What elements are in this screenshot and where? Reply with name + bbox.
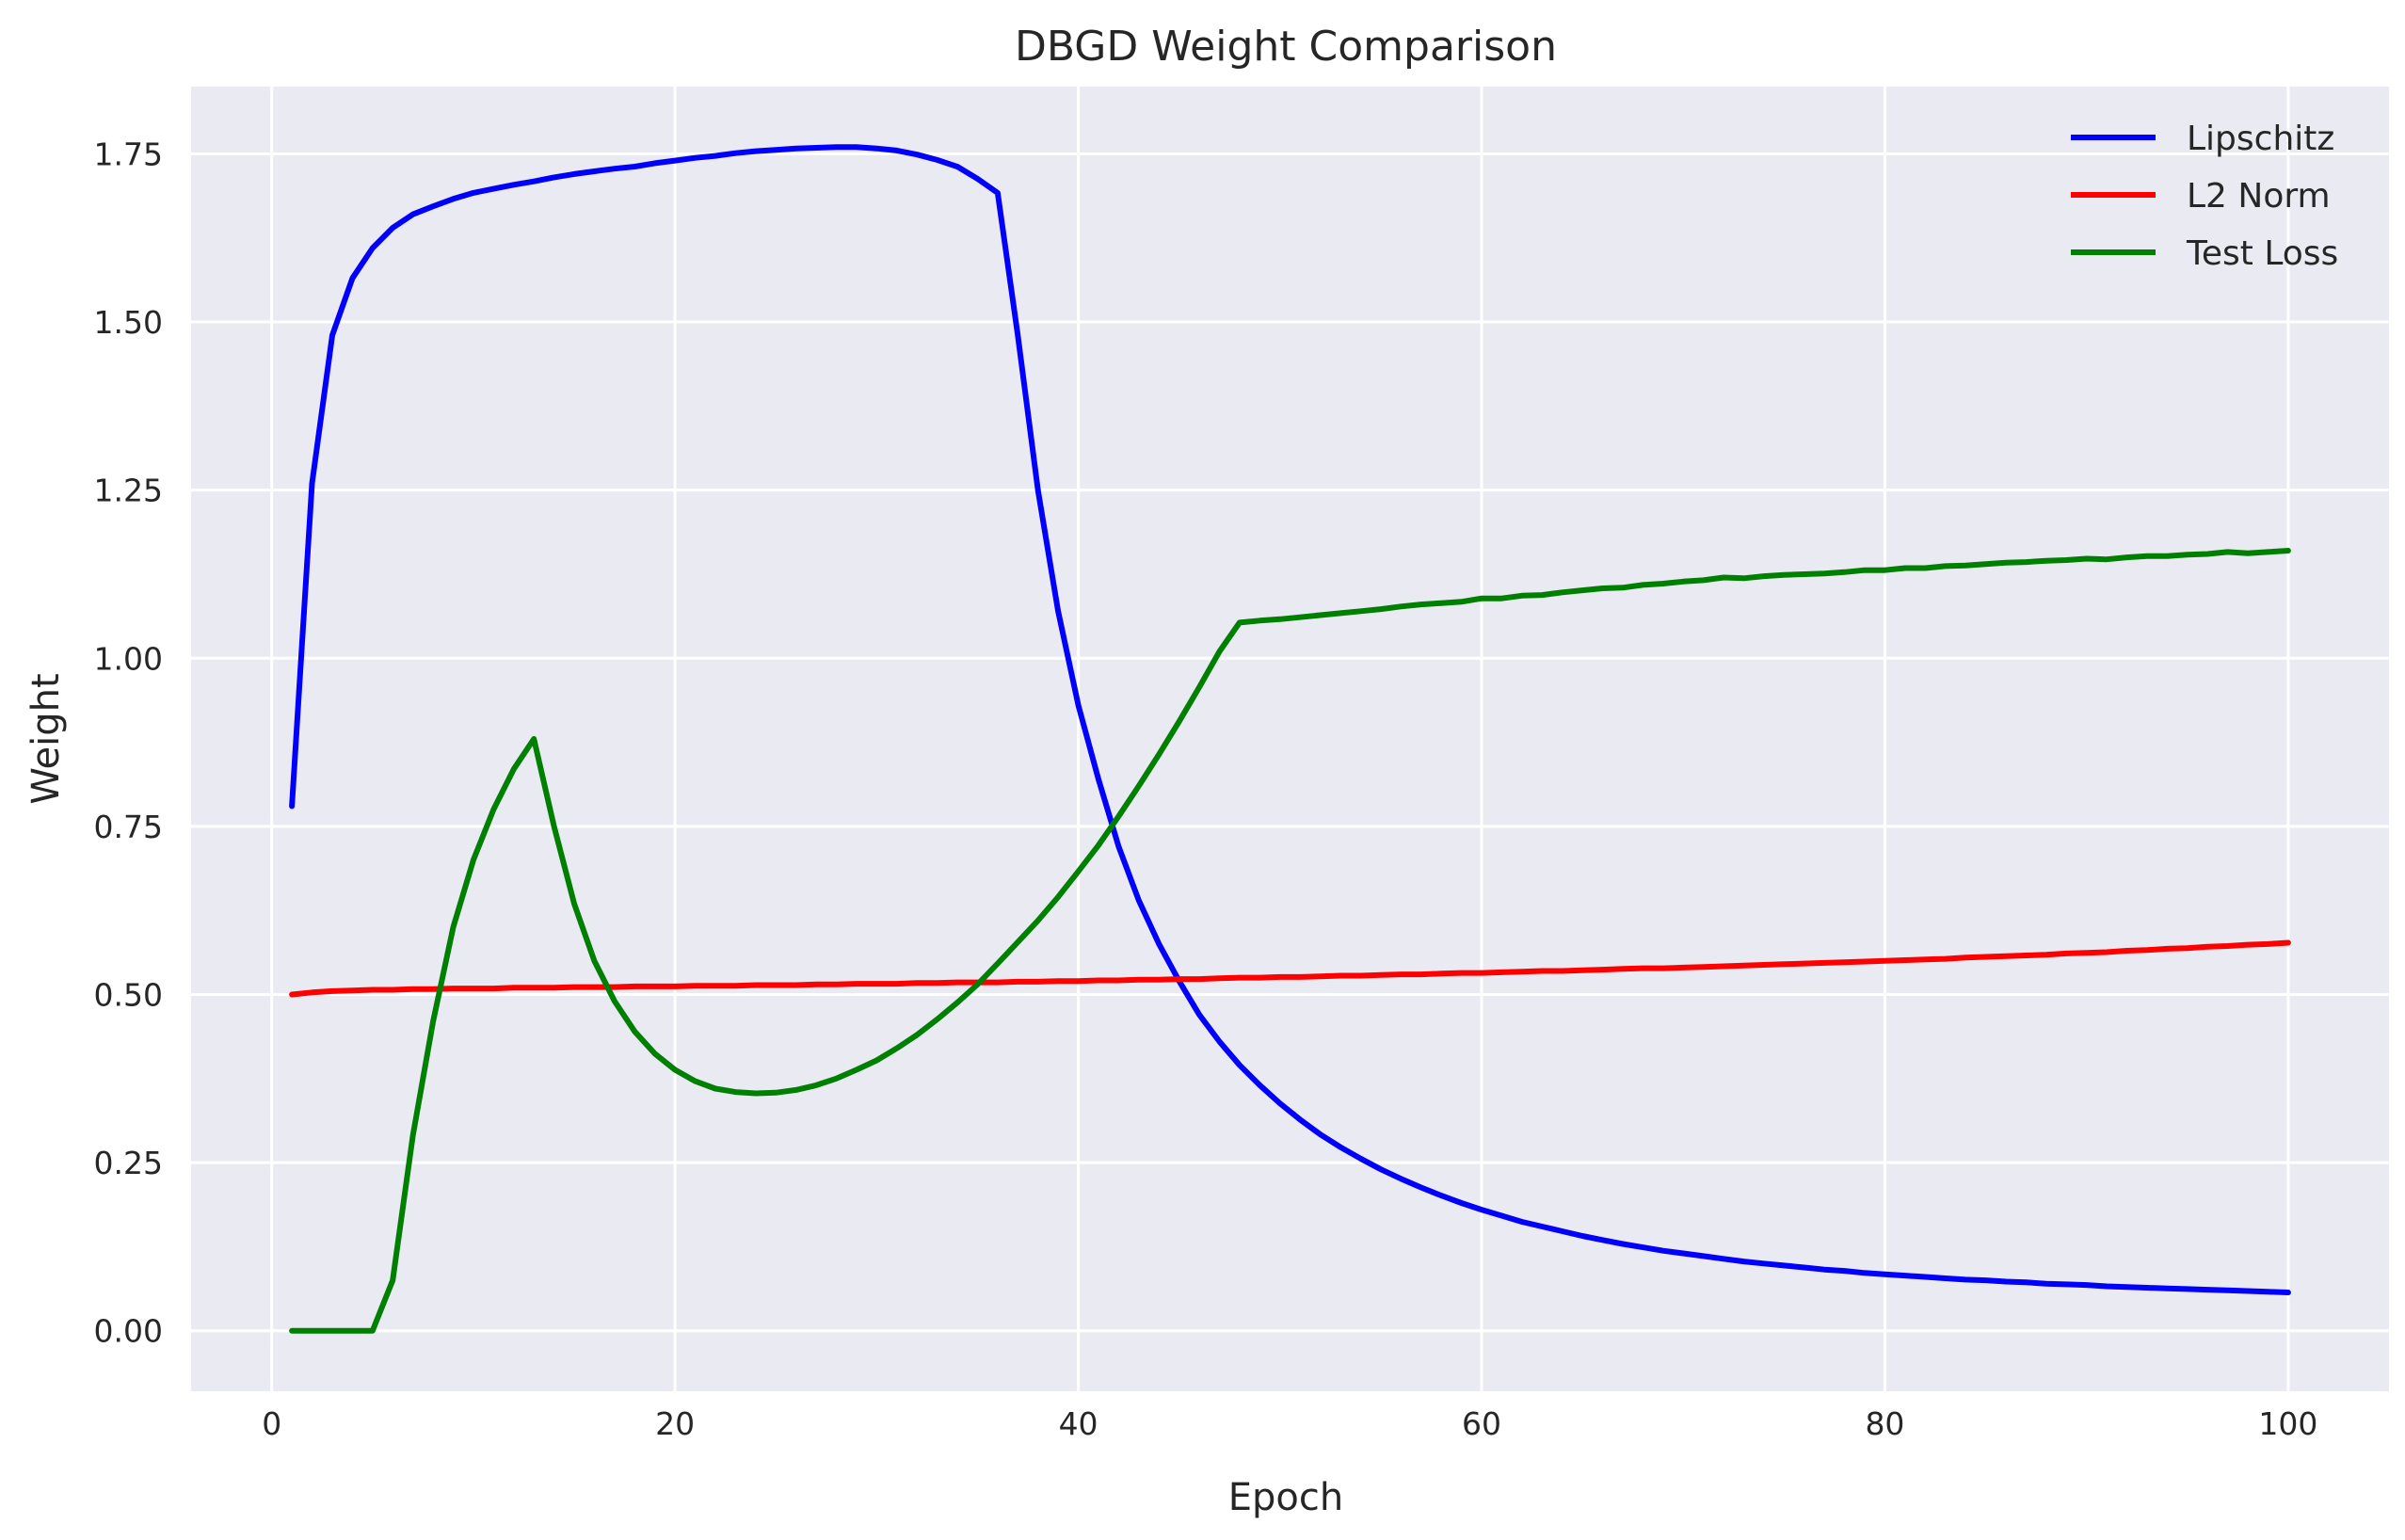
- plot-area: [191, 87, 2389, 1391]
- y-tick-label: 1.00: [94, 640, 163, 677]
- legend-label-l2-norm: L2 Norm: [2187, 177, 2331, 216]
- y-tick-label: 0.25: [94, 1145, 163, 1181]
- legend-label-lipschitz: Lipschitz: [2187, 120, 2334, 158]
- tick-labels: 0 20 40 60 80 100 0.00 0.25 0.50 0.75 1.00 1.25 1.50…: [94, 136, 2318, 1442]
- legend: Lipschitz L2 Norm Test Loss: [2071, 120, 2338, 273]
- legend-label-test-loss: Test Loss: [2186, 234, 2338, 273]
- y-tick-label: 0.50: [94, 976, 163, 1013]
- y-axis-title: Weight: [24, 673, 68, 804]
- x-tick-label: 0: [262, 1405, 281, 1442]
- y-tick-label: 0.00: [94, 1313, 163, 1350]
- gridlines: [191, 87, 2389, 1391]
- x-tick-label: 100: [2258, 1405, 2317, 1442]
- series-line-lipschitz: [289, 144, 2291, 1295]
- y-tick-label: 1.75: [94, 136, 163, 172]
- x-tick-label: 60: [1462, 1405, 1501, 1442]
- series-lines: [289, 144, 2291, 1334]
- y-tick-label: 1.50: [94, 304, 163, 341]
- series-line-l2-norm: [289, 939, 2291, 998]
- series-line-test-loss: [289, 548, 2291, 1334]
- y-tick-label: 0.75: [94, 809, 163, 845]
- x-tick-label: 40: [1059, 1405, 1098, 1442]
- x-tick-label: 80: [1865, 1405, 1904, 1442]
- x-tick-label: 20: [655, 1405, 695, 1442]
- x-axis-title: Epoch: [1228, 1476, 1343, 1519]
- chart-title: DBGD Weight Comparison: [1015, 23, 1557, 71]
- y-tick-label: 1.25: [94, 473, 163, 509]
